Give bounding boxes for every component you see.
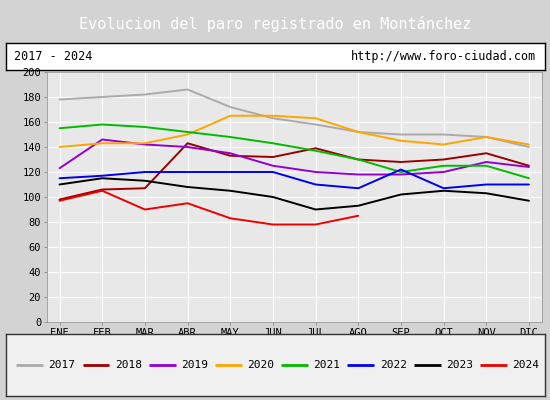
Text: 2017: 2017 [48, 360, 75, 370]
Text: 2017 - 2024: 2017 - 2024 [14, 50, 92, 63]
Text: 2021: 2021 [314, 360, 340, 370]
Text: 2023: 2023 [446, 360, 473, 370]
Text: 2024: 2024 [512, 360, 539, 370]
Text: http://www.foro-ciudad.com: http://www.foro-ciudad.com [351, 50, 536, 63]
Text: 2018: 2018 [115, 360, 142, 370]
Text: 2020: 2020 [248, 360, 274, 370]
Text: 2019: 2019 [181, 360, 208, 370]
Text: Evolucion del paro registrado en Montánchez: Evolucion del paro registrado en Montánc… [79, 16, 471, 32]
Text: 2022: 2022 [379, 360, 406, 370]
